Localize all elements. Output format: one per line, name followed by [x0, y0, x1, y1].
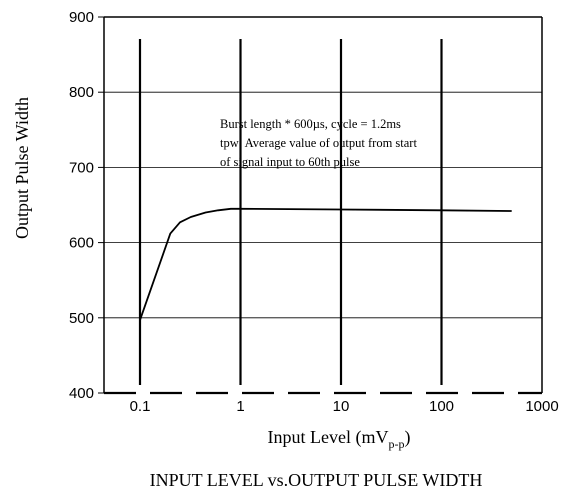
- x-axis-label-main: Input Level (mV: [268, 427, 389, 448]
- tick-labels: 400 500 600 700 800 900 0.1 1 10 100 1000: [69, 9, 559, 415]
- series-line: [139, 207, 512, 321]
- x-tick-label: 10: [333, 398, 350, 415]
- x-axis-label-subscript: p-p: [388, 437, 404, 451]
- y-tick-label: 400: [69, 385, 94, 402]
- x-tick-label: 1000: [525, 398, 558, 415]
- y-tick-label: 500: [69, 310, 94, 327]
- annotation-line: of signal input to 60th pulse: [220, 155, 360, 169]
- annotation-line: tpw: Average value of output from start: [220, 136, 417, 150]
- chart-title: INPUT LEVEL vs.OUTPUT PULSE WIDTH: [150, 470, 483, 490]
- y-tick-label: 900: [69, 9, 94, 26]
- x-axis-label-suffix: ): [404, 427, 410, 448]
- x-axis-label: Input Level (mVp-p): [268, 427, 411, 451]
- y-axis-label: Output Pulse Width: [12, 97, 32, 239]
- x-tick-label: 1: [236, 398, 244, 415]
- y-tick-label: 600: [69, 235, 94, 252]
- annotation-line: Burst length * 600µs, cycle = 1.2ms: [220, 117, 401, 131]
- grid: [104, 39, 542, 385]
- x-tick-label: 0.1: [130, 398, 151, 415]
- annotation: Burst length * 600µs, cycle = 1.2ms tpw:…: [220, 117, 417, 169]
- series-layer: [139, 207, 512, 321]
- x-tick-label: 100: [429, 398, 454, 415]
- axes: [98, 16, 543, 395]
- y-tick-label: 700: [69, 159, 94, 176]
- y-tick-label: 800: [69, 84, 94, 101]
